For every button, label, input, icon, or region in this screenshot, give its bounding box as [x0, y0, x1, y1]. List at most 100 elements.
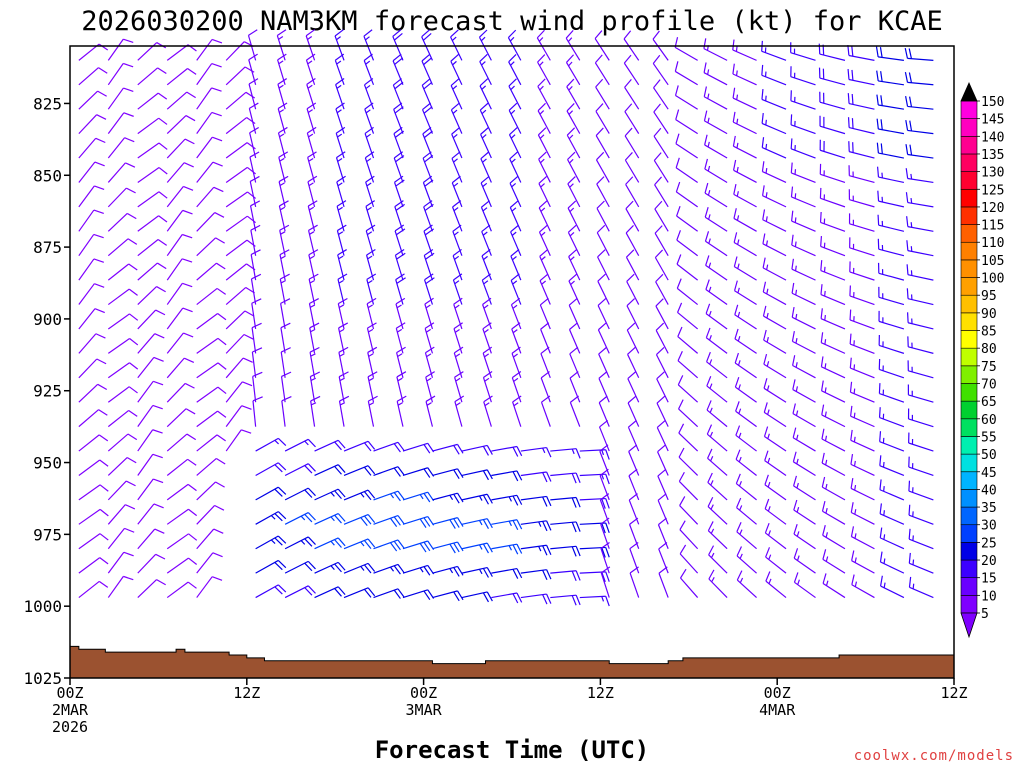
wind-barb — [736, 497, 757, 525]
wind-barb-flag — [575, 570, 581, 581]
wind-barb-flag — [365, 224, 376, 232]
wind-barb — [423, 200, 434, 232]
wind-barb-flag — [451, 102, 460, 111]
wind-barb-staff — [402, 540, 428, 550]
wind-barb-staff — [677, 384, 699, 403]
wind-barb-staff — [819, 149, 846, 159]
wind-barb — [819, 115, 846, 135]
wind-barb-flag — [575, 448, 581, 459]
wind-barb-flag — [565, 30, 574, 39]
colorbar-label: 60 — [981, 413, 997, 428]
wind-barb-half-flag — [478, 495, 483, 501]
wind-barb-flag — [735, 425, 741, 436]
wind-barb — [343, 513, 376, 527]
wind-barb-flag — [569, 322, 578, 330]
wind-barb — [452, 273, 463, 305]
wind-barb — [107, 313, 139, 330]
wind-barb-flag — [337, 439, 346, 449]
wind-barb-flag — [733, 208, 737, 219]
wind-barb-staff — [732, 49, 757, 61]
wind-barb — [107, 187, 136, 208]
wind-barb — [600, 541, 610, 574]
wind-barb-staff — [422, 182, 434, 208]
wind-barb-flag — [217, 362, 227, 370]
wind-barb-flag — [483, 395, 493, 403]
wind-barb-half-flag — [484, 353, 490, 358]
wind-barb-staff — [791, 196, 816, 208]
wind-barb — [765, 547, 787, 574]
wind-barb-half-flag — [367, 255, 373, 260]
y-tick-label: 850 — [33, 166, 62, 185]
wind-barb-half-flag — [538, 546, 542, 552]
wind-barb — [363, 78, 375, 110]
wind-barb — [878, 286, 905, 306]
wind-barb-staff — [657, 475, 669, 501]
wind-barb-flag — [790, 162, 793, 173]
wind-barb-flag — [182, 233, 193, 239]
wind-barb-flag — [734, 352, 739, 364]
wind-barb-half-flag — [768, 578, 772, 584]
wind-barb-half-flag — [765, 168, 768, 174]
wind-barb-flag — [126, 187, 136, 194]
wind-barb-staff — [550, 521, 577, 525]
wind-barb — [520, 544, 552, 556]
wind-barb — [255, 511, 287, 525]
wind-barb-flag — [367, 538, 376, 548]
wind-barb-flag — [508, 78, 517, 87]
wind-barb-half-flag — [279, 133, 285, 138]
wind-barb-half-flag — [824, 435, 828, 441]
wind-barb-half-flag — [795, 410, 799, 416]
wind-barb — [450, 102, 463, 134]
wind-barb-staff — [284, 585, 309, 599]
wind-barb-flag — [850, 453, 854, 465]
wind-barb-staff — [334, 35, 345, 61]
colorbar-swatch — [960, 400, 978, 420]
wind-barb — [394, 224, 406, 256]
wind-barb-flag — [423, 106, 433, 114]
wind-barb-staff — [732, 73, 757, 86]
wind-barb-staff — [791, 220, 816, 232]
wind-barb-half-flag — [419, 494, 424, 500]
wind-barb — [166, 68, 197, 86]
wind-barb-flag — [481, 200, 490, 208]
wind-barb-flag — [820, 356, 824, 367]
wind-barb-half-flag — [541, 256, 546, 261]
wind-barb — [736, 570, 757, 599]
wind-barb-staff — [540, 353, 551, 379]
wind-barb — [538, 224, 551, 256]
wind-barb-flag — [820, 236, 823, 247]
wind-barb-flag — [676, 278, 682, 289]
wind-barb-flag — [605, 547, 610, 558]
wind-barb-flag — [363, 564, 372, 574]
colorbar-label: 15 — [981, 572, 997, 587]
wind-barb-flag — [334, 539, 342, 548]
wind-barb-flag — [397, 441, 405, 452]
wind-barb-flag — [309, 346, 320, 353]
wind-barb-flag — [479, 29, 488, 38]
credit-text: coolwx.com/models — [854, 748, 1014, 764]
wind-barb-staff — [255, 486, 279, 501]
wind-barb-staff — [249, 181, 257, 207]
wind-barb-staff — [568, 256, 581, 281]
wind-barb — [137, 503, 164, 525]
wind-barb-staff — [137, 42, 158, 61]
colorbar-label: 95 — [981, 289, 997, 304]
colorbar: 5101520253035404550556065707580859095100… — [960, 82, 1004, 639]
wind-barb-flag — [676, 205, 681, 217]
wind-barb-staff — [520, 471, 547, 477]
wind-barb-staff — [707, 482, 728, 501]
wind-barb — [848, 141, 875, 159]
colorbar-label: 85 — [981, 325, 997, 340]
wind-barb-half-flag — [425, 304, 431, 309]
wind-barb-flag — [334, 441, 342, 451]
wind-barb-staff — [337, 303, 345, 330]
wind-barb-staff — [279, 254, 286, 281]
wind-barb — [137, 215, 168, 232]
wind-barb-staff — [595, 159, 610, 183]
wind-barb — [876, 70, 904, 86]
wind-barb-flag — [876, 70, 879, 82]
wind-barb-flag — [211, 111, 222, 117]
wind-barb — [907, 384, 934, 403]
wind-barb — [905, 144, 934, 159]
wind-barb-flag — [306, 53, 316, 61]
